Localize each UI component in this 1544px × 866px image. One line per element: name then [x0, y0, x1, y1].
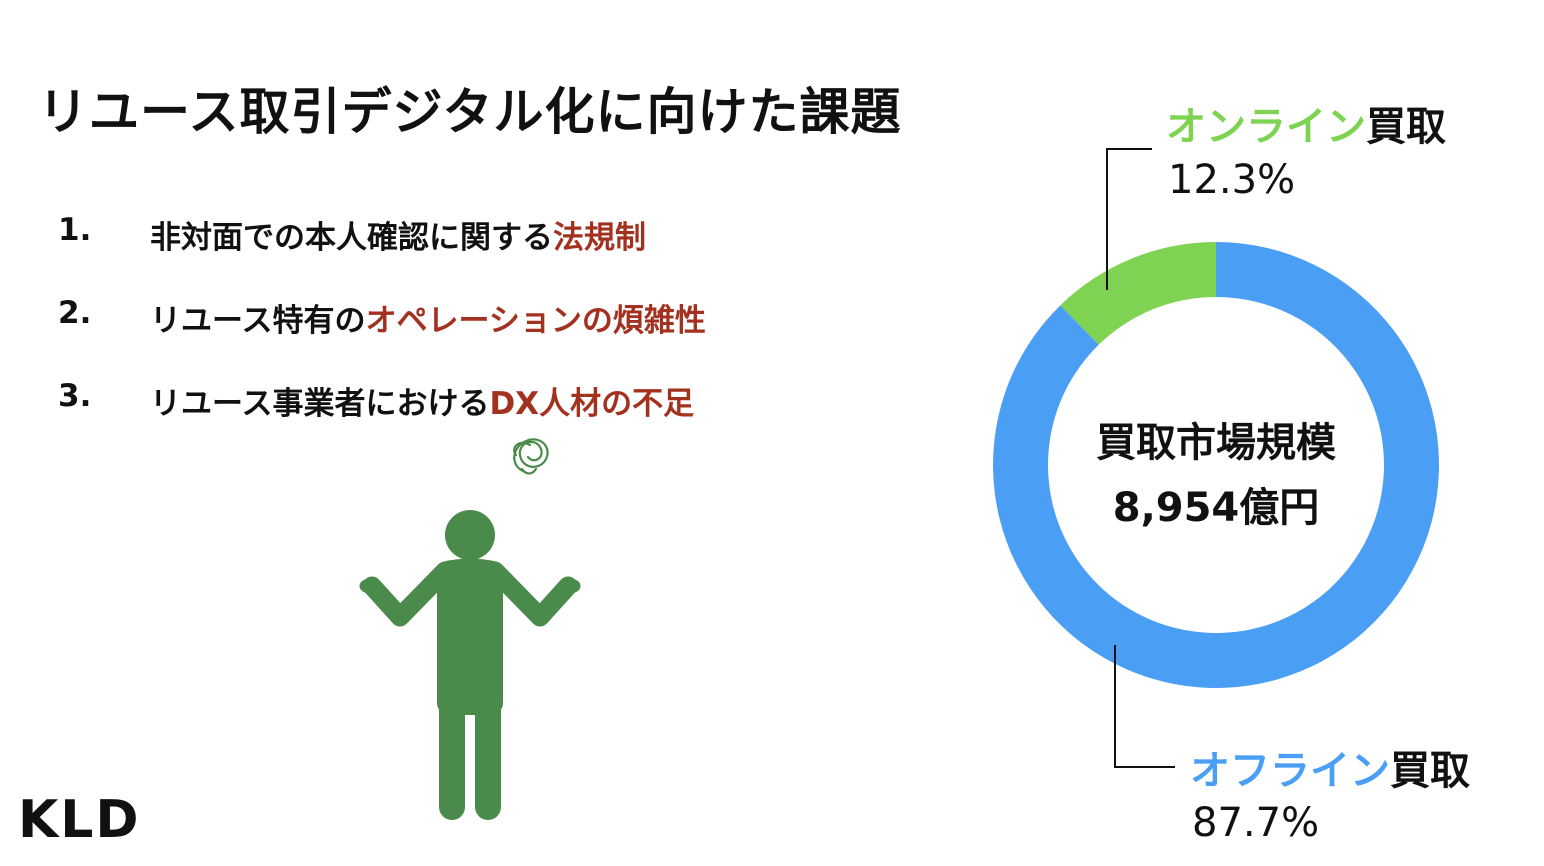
issue-number: 2.	[58, 295, 92, 331]
issue-text: リユース事業者における	[150, 386, 490, 422]
online-label: オンライン買取	[1166, 94, 1446, 152]
offline-percent: 87.7%	[1192, 800, 1320, 846]
online-label-suffix: 買取	[1366, 104, 1446, 150]
logo: KLD	[18, 790, 141, 850]
list-item: 2. リユース特有の オペレーションの煩雑性	[58, 295, 706, 378]
online-leader-line	[1106, 148, 1152, 290]
issue-text: リユース特有の	[150, 303, 366, 339]
issue-list: 1. 非対面での本人確認に関する 法規制 2. リユース特有の オペレーションの煩雑…	[58, 212, 706, 461]
chart-center-label: 買取市場規模	[1096, 420, 1336, 466]
scribble-icon	[513, 438, 549, 475]
leader-lines	[1106, 148, 1175, 768]
head	[445, 510, 495, 560]
online-label-colored: オンライン	[1166, 104, 1366, 150]
issue-number: 3.	[58, 378, 92, 414]
offline-label-colored: オフライン	[1190, 748, 1390, 794]
page-title: リユース取引デジタル化に向けた課題	[38, 83, 902, 141]
list-item: 1. 非対面での本人確認に関する 法規制	[58, 212, 706, 295]
chart-center-value: 8,954億円	[1112, 485, 1320, 531]
issue-highlight: 法規制	[553, 220, 646, 256]
list-item: 3. リユース事業者における DX人材の不足	[58, 378, 706, 461]
confused-person-icon	[359, 438, 581, 820]
offline-label: オフライン買取	[1190, 738, 1470, 796]
issue-text: 非対面での本人確認に関する	[150, 220, 553, 256]
online-percent: 12.3%	[1168, 157, 1296, 203]
offline-label-suffix: 買取	[1390, 748, 1470, 794]
offline-leader-line	[1114, 645, 1175, 768]
issue-highlight: オペレーションの煩雑性	[365, 303, 706, 339]
online-slice	[1060, 242, 1216, 345]
issue-number: 1.	[58, 212, 92, 248]
issue-highlight: DX人材の不足	[489, 386, 695, 422]
